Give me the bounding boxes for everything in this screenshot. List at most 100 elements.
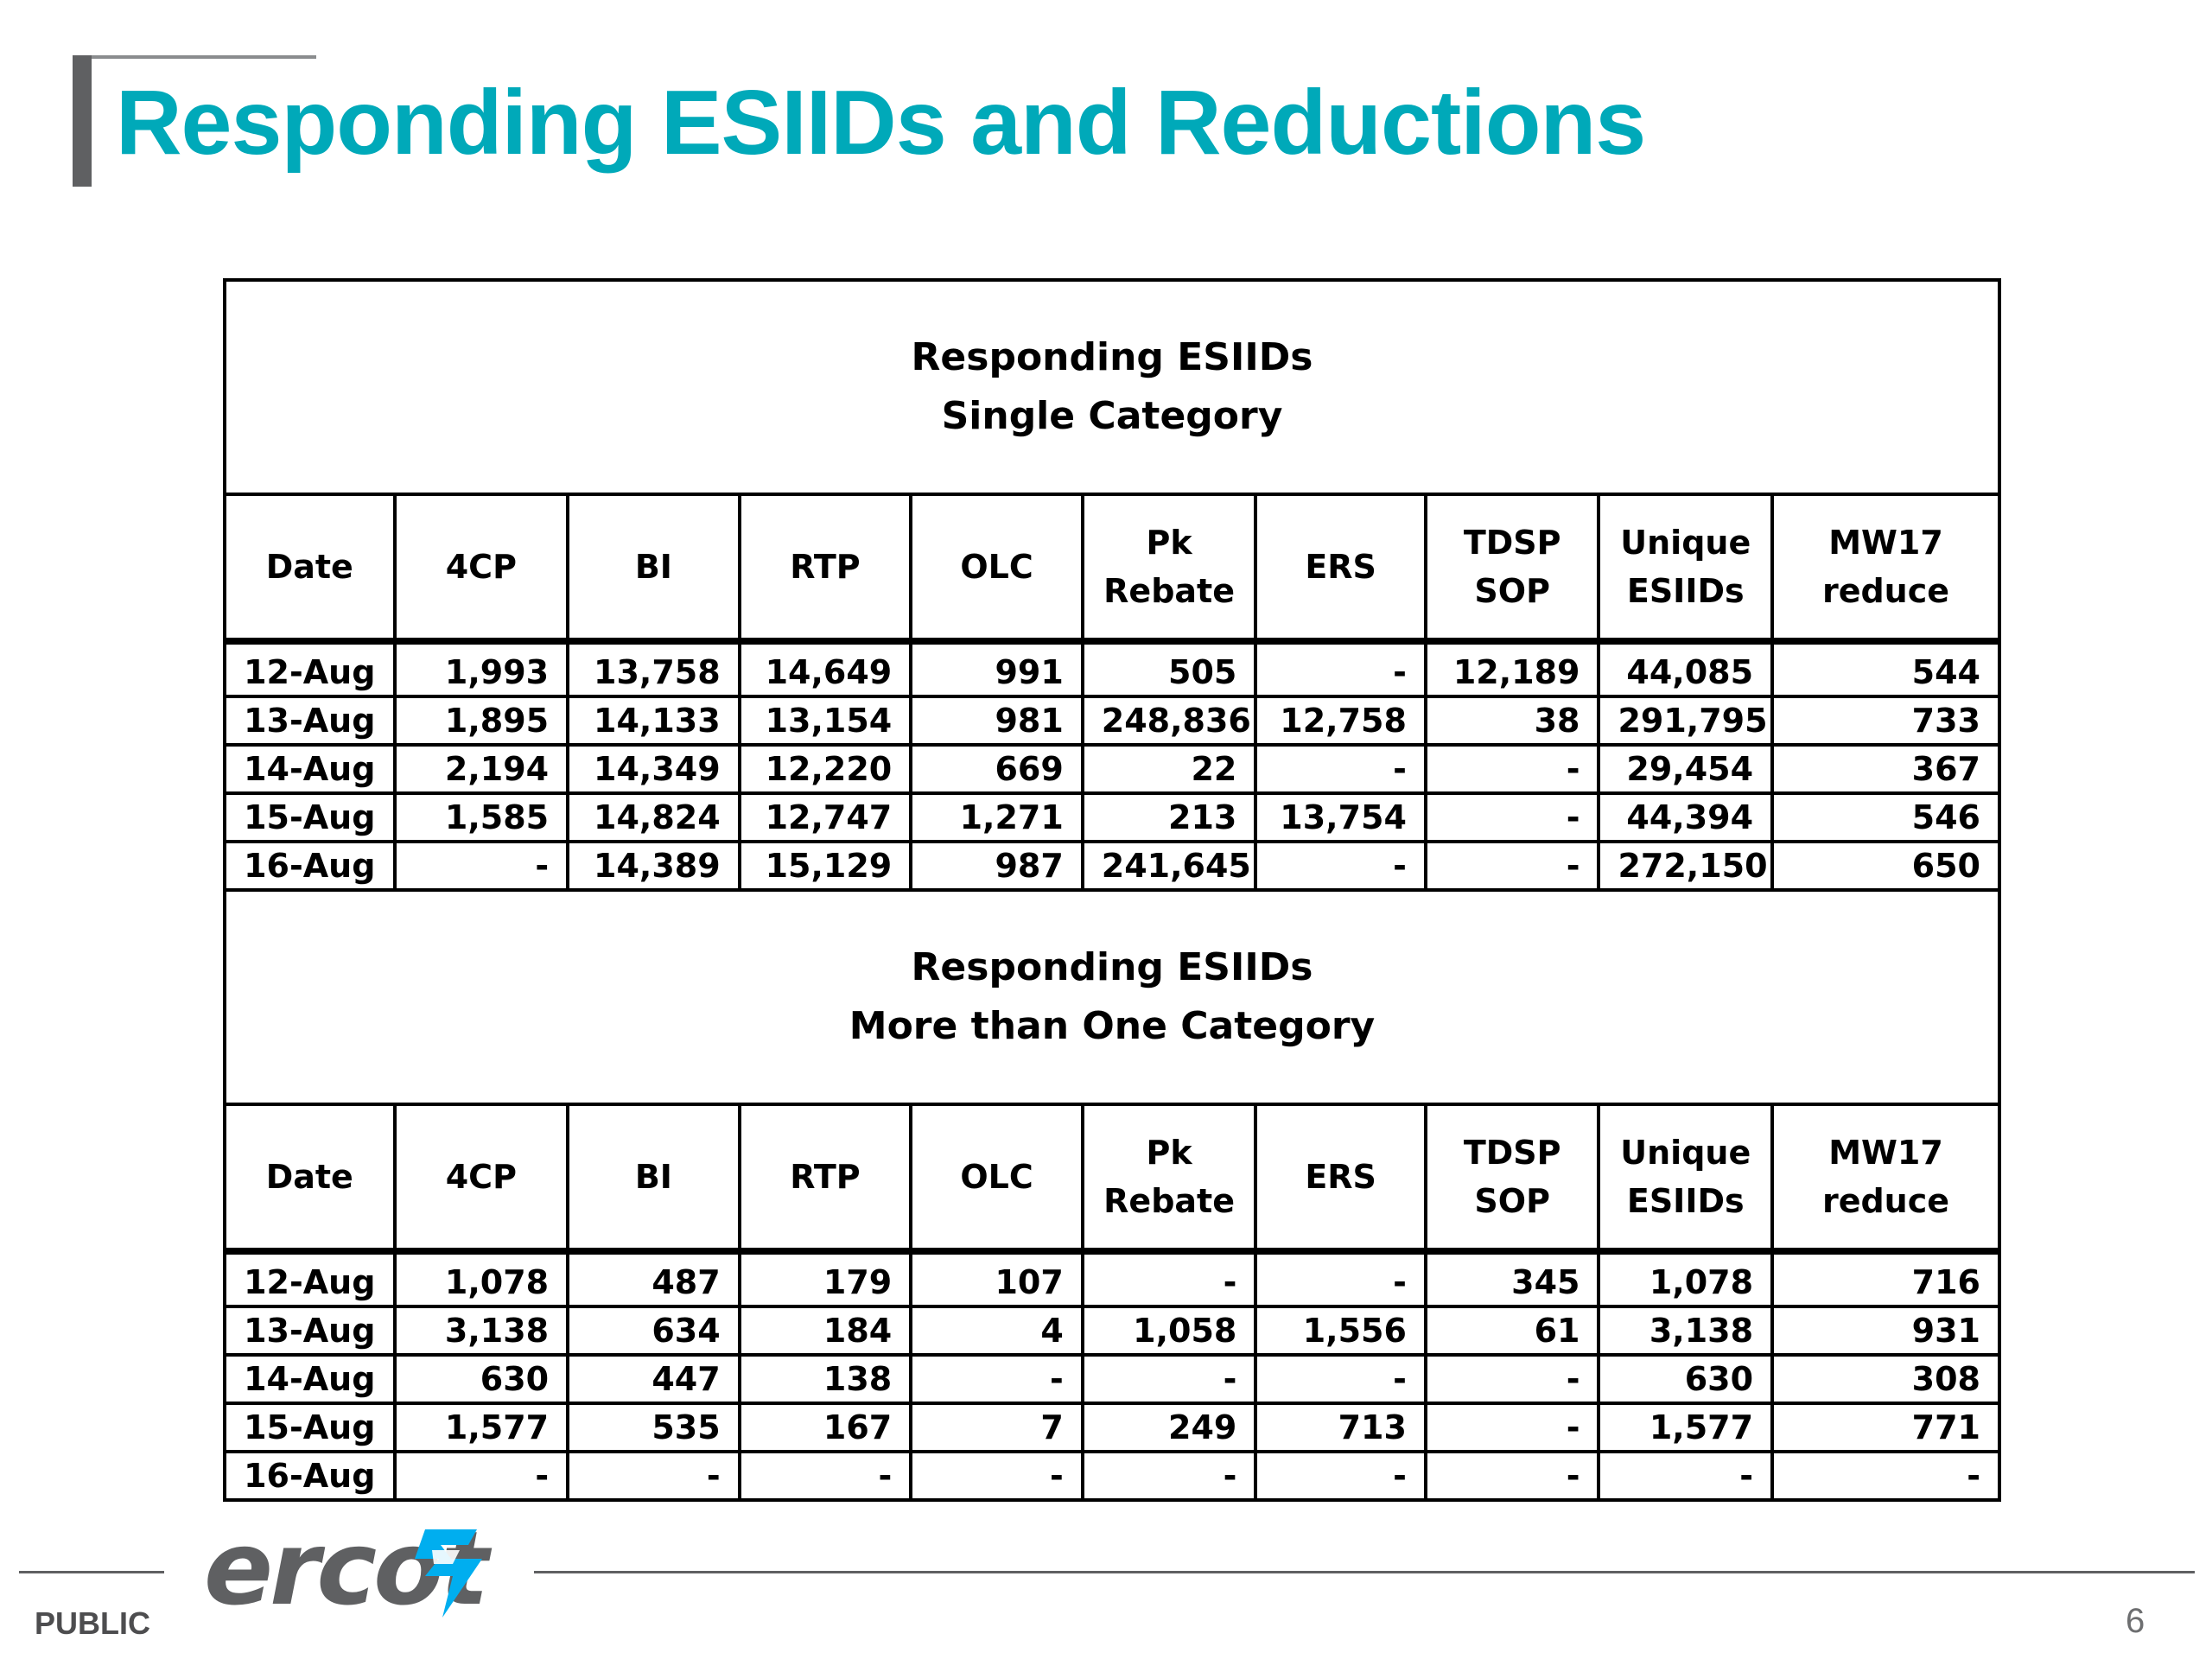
value-cell: 13,154 <box>737 695 913 747</box>
table-row: 16-Aug -14,389 15,129 987 241,645- -272,150 65… <box>223 840 2001 892</box>
date-cell: 16-Aug <box>223 1450 397 1502</box>
value-cell: 12,220 <box>737 743 913 795</box>
column-header: OLC <box>909 1103 1084 1253</box>
value-cell: 669 <box>909 743 1084 795</box>
date-cell: 13-Aug <box>223 1305 397 1357</box>
value-cell: 291,795 <box>1597 695 1775 747</box>
date-cell: 15-Aug <box>223 791 397 843</box>
value-cell: 15,129 <box>737 840 913 892</box>
column-header: Date <box>223 1103 397 1253</box>
column-header: BI <box>566 1103 741 1253</box>
date-cell: 13-Aug <box>223 695 397 747</box>
value-cell: - <box>1080 1353 1258 1405</box>
value-cell: - <box>1597 1450 1775 1502</box>
footer-divider-left <box>19 1571 164 1573</box>
value-cell: 713 <box>1254 1402 1427 1453</box>
value-cell: 12,189 <box>1423 639 1601 698</box>
value-cell: 447 <box>566 1353 741 1405</box>
value-cell: 13,758 <box>566 639 741 698</box>
value-cell: 38 <box>1423 695 1601 747</box>
section-title-line1: Responding ESIIDs <box>911 335 1313 379</box>
value-cell: 1,556 <box>1254 1305 1427 1357</box>
value-cell: 13,754 <box>1254 791 1427 843</box>
value-cell: 931 <box>1770 1305 2001 1357</box>
table-row: 15-Aug 1,577 535 167 7 249 713-1,577 771 <box>223 1402 2001 1453</box>
value-cell: 44,085 <box>1597 639 1775 698</box>
value-cell: 14,349 <box>566 743 741 795</box>
ercot-logo-icon <box>415 1529 482 1618</box>
esiid-table: Responding ESIIDs Single Category Date 4CP B… <box>223 278 2001 1502</box>
column-header: OLC <box>909 493 1084 643</box>
value-cell: 308 <box>1770 1353 2001 1405</box>
value-cell: 991 <box>909 639 1084 698</box>
column-header: ERS <box>1254 1103 1427 1253</box>
classification-label: PUBLIC <box>35 1605 150 1641</box>
value-cell: 981 <box>909 695 1084 747</box>
value-cell: - <box>1254 1450 1427 1502</box>
date-cell: 16-Aug <box>223 840 397 892</box>
value-cell: 22 <box>1080 743 1258 795</box>
value-cell: 650 <box>1770 840 2001 892</box>
column-header: Pk Rebate <box>1080 1103 1258 1253</box>
column-header: BI <box>566 493 741 643</box>
column-header: TDSP SOP <box>1423 1103 1601 1253</box>
value-cell: 184 <box>737 1305 913 1357</box>
value-cell: 61 <box>1423 1305 1601 1357</box>
value-cell: - <box>1423 1450 1601 1502</box>
value-cell: - <box>1254 1353 1427 1405</box>
column-header: RTP <box>737 493 913 643</box>
section-title-row: Responding ESIIDs More than One Category <box>223 888 2001 1106</box>
value-cell: 505 <box>1080 639 1258 698</box>
value-cell: 345 <box>1423 1249 1601 1308</box>
column-header: MW17 reduce <box>1770 1103 2001 1253</box>
value-cell: 179 <box>737 1249 913 1308</box>
value-cell: - <box>909 1353 1084 1405</box>
value-cell: 1,271 <box>909 791 1084 843</box>
value-cell: 1,078 <box>392 1249 570 1308</box>
value-cell: 12,747 <box>737 791 913 843</box>
value-cell: 29,454 <box>1597 743 1775 795</box>
value-cell: 167 <box>737 1402 913 1453</box>
column-header: RTP <box>737 1103 913 1253</box>
value-cell: 241,645 <box>1080 840 1258 892</box>
value-cell: 1,993 <box>392 639 570 698</box>
value-cell: 535 <box>566 1402 741 1453</box>
value-cell: - <box>1423 743 1601 795</box>
value-cell: - <box>392 840 570 892</box>
value-cell: - <box>1423 840 1601 892</box>
value-cell: 1,577 <box>1597 1402 1775 1453</box>
value-cell: - <box>1423 1402 1601 1453</box>
section-title-row: Responding ESIIDs Single Category <box>223 278 2001 496</box>
value-cell: 1,577 <box>392 1402 570 1453</box>
footer-divider-right <box>534 1571 2195 1573</box>
date-cell: 12-Aug <box>223 1249 397 1308</box>
value-cell: 630 <box>392 1353 570 1405</box>
value-cell: 248,836 <box>1080 695 1258 747</box>
value-cell: 14,389 <box>566 840 741 892</box>
value-cell: 12,758 <box>1254 695 1427 747</box>
date-cell: 12-Aug <box>223 639 397 698</box>
value-cell: - <box>1254 840 1427 892</box>
value-cell: - <box>1423 1353 1601 1405</box>
column-header: MW17 reduce <box>1770 493 2001 643</box>
value-cell: 7 <box>909 1402 1084 1453</box>
section-title: Responding ESIIDs Single Category <box>223 278 2001 496</box>
table-row: 16-Aug - - - - - - - - - <box>223 1450 2001 1502</box>
value-cell: 14,824 <box>566 791 741 843</box>
table-row: 12-Aug 1,993 13,758 14,649 991 505-12,189 44,0… <box>223 639 2001 698</box>
value-cell: 1,078 <box>1597 1249 1775 1308</box>
value-cell: 630 <box>1597 1353 1775 1405</box>
value-cell: 213 <box>1080 791 1258 843</box>
value-cell: 44,394 <box>1597 791 1775 843</box>
column-header: Unique ESIIDs <box>1597 1103 1775 1253</box>
value-cell: 14,133 <box>566 695 741 747</box>
column-header: ERS <box>1254 493 1427 643</box>
value-cell: 546 <box>1770 791 2001 843</box>
value-cell: - <box>1254 743 1427 795</box>
value-cell: 1,895 <box>392 695 570 747</box>
value-cell: 272,150 <box>1597 840 1775 892</box>
date-cell: 14-Aug <box>223 1353 397 1405</box>
value-cell: 987 <box>909 840 1084 892</box>
value-cell: - <box>1770 1450 2001 1502</box>
table-row: 12-Aug 1,078 487 179 107- -345 1,078 716 <box>223 1249 2001 1308</box>
